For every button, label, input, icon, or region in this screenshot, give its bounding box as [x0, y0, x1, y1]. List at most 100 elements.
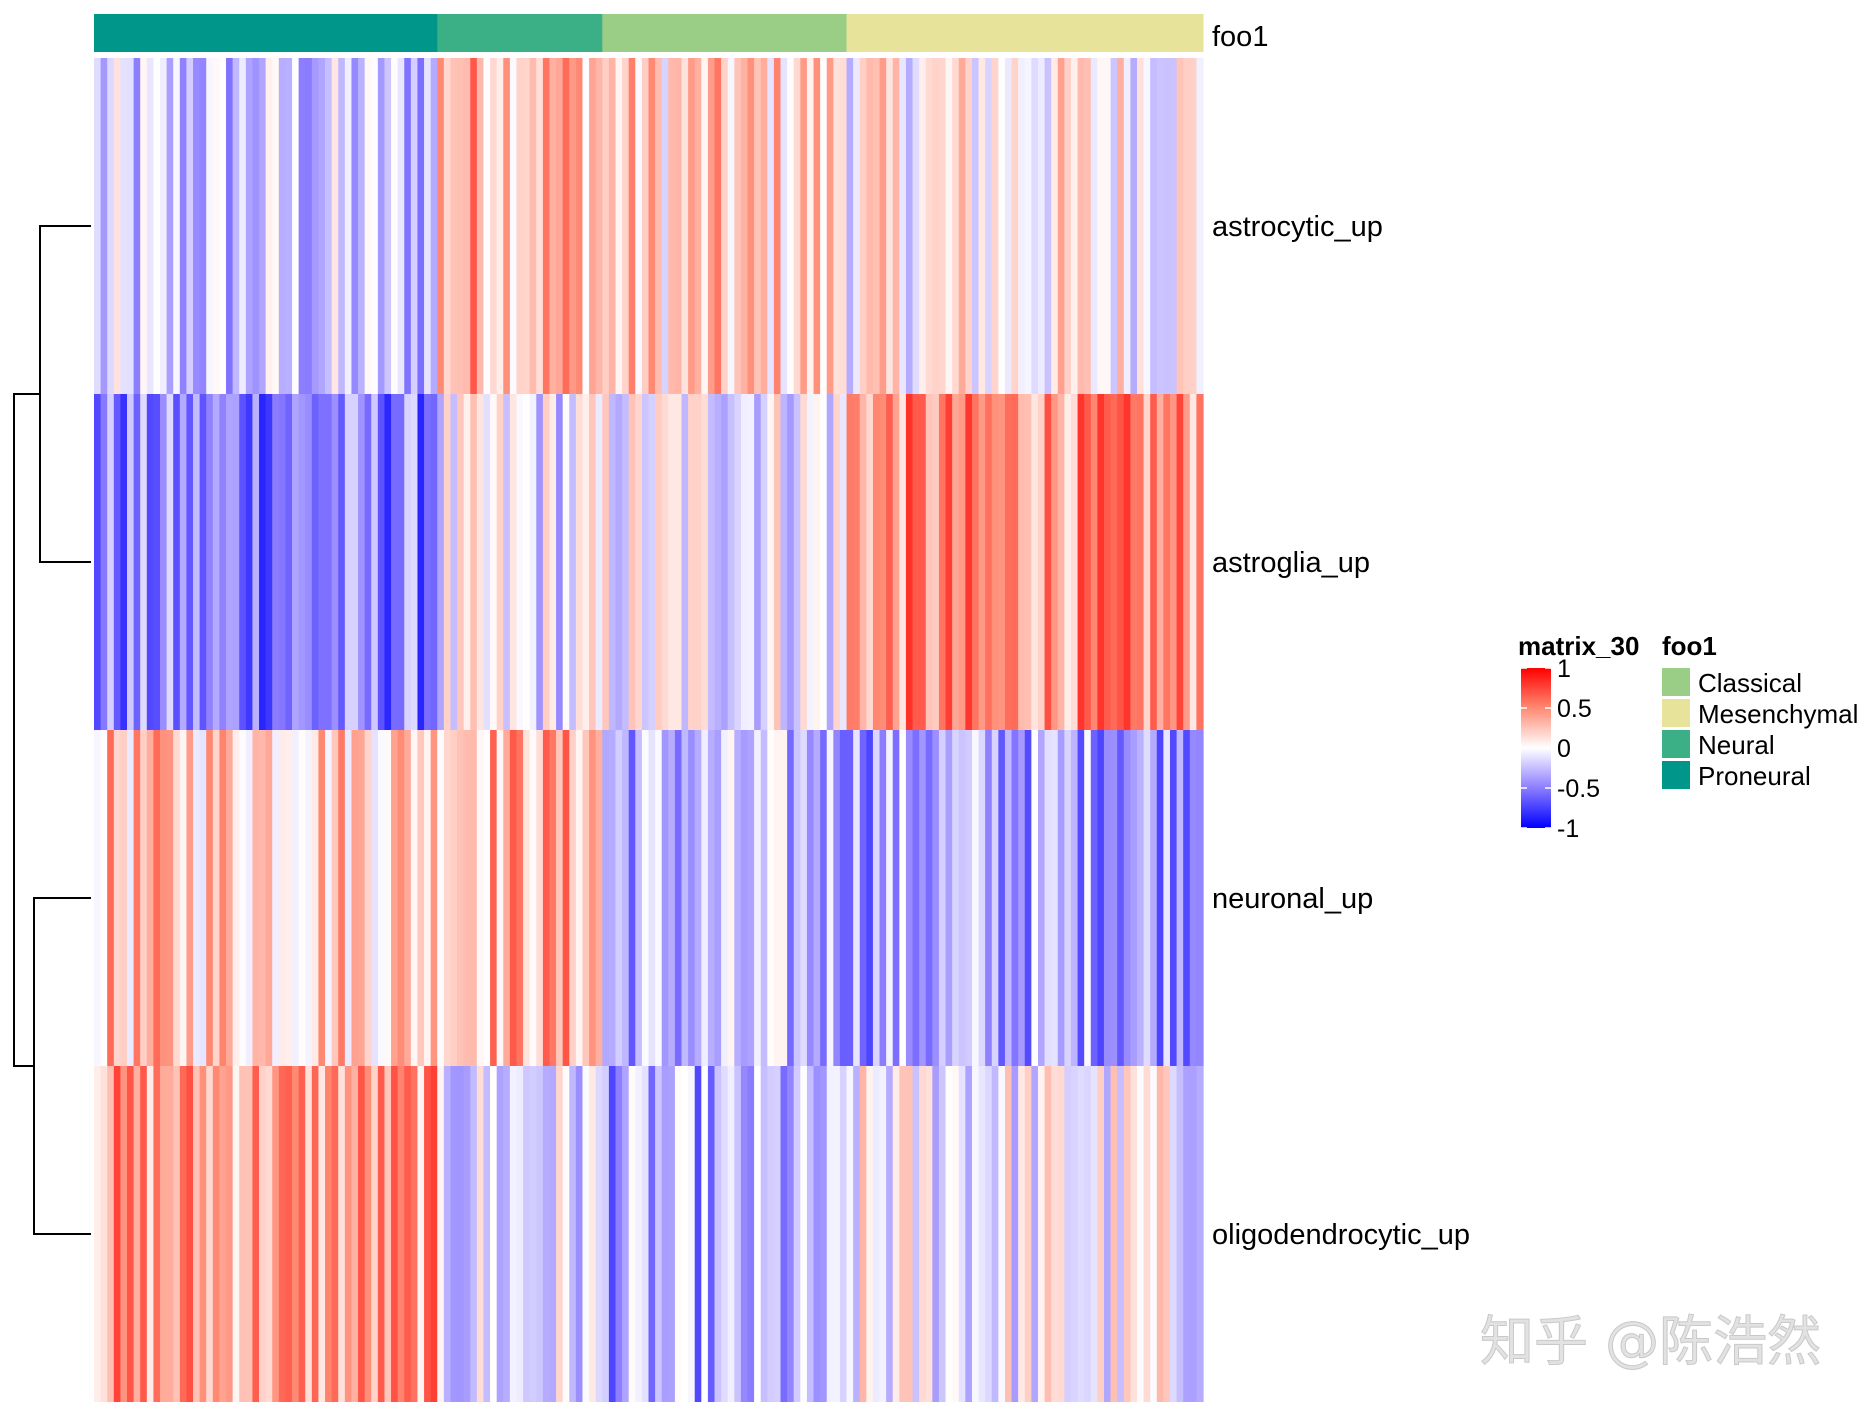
heatmap-cell: [536, 730, 544, 1066]
heatmap-cell: [1176, 1066, 1184, 1402]
heatmap-cell: [549, 58, 557, 394]
heatmap-cell: [503, 730, 511, 1066]
heatmap-cell: [740, 394, 749, 730]
heatmap-cell: [556, 394, 564, 730]
color-legend-title: matrix_30: [1518, 631, 1639, 661]
heatmap-cell: [998, 730, 1006, 1066]
heatmap-cell: [846, 58, 854, 394]
heatmap-cell: [952, 58, 960, 394]
heatmap-cell: [153, 1066, 161, 1402]
heatmap-cell: [694, 1066, 702, 1402]
heatmap-cell: [331, 58, 339, 394]
heatmap-cell: [232, 1066, 240, 1402]
heatmap-cell: [932, 730, 940, 1066]
heatmap-cell: [998, 58, 1006, 394]
heatmap-cell: [701, 730, 709, 1066]
heatmap-cell: [424, 1066, 432, 1402]
heatmap-cell: [556, 58, 564, 394]
heatmap-cell: [443, 394, 452, 730]
heatmap-cell: [767, 394, 775, 730]
heatmap-cell: [1163, 394, 1171, 730]
heatmap-cell: [760, 58, 768, 394]
heatmap-cell: [780, 730, 788, 1066]
heatmap-cell: [166, 58, 174, 394]
heatmap-cell: [239, 1066, 247, 1402]
heatmap-cell: [463, 58, 471, 394]
heatmap-cell: [1183, 394, 1191, 730]
heatmap-cell: [971, 1066, 980, 1402]
heatmap-cell: [721, 58, 729, 394]
heatmap-cell: [1031, 730, 1039, 1066]
heatmap-cell: [265, 1066, 273, 1402]
heatmap-cell: [608, 1066, 617, 1402]
heatmap-cell: [410, 58, 419, 394]
heatmap-cell: [668, 58, 676, 394]
heatmap-cell: [582, 394, 590, 730]
heatmap-cell: [1070, 58, 1079, 394]
heatmap-cell: [113, 394, 121, 730]
heatmap-cell: [232, 730, 240, 1066]
heatmap-cell: [1169, 1066, 1178, 1402]
heatmap-cell: [925, 58, 933, 394]
heatmap-cell: [932, 394, 940, 730]
heatmap-cell: [496, 394, 504, 730]
heatmap-cell: [945, 1066, 953, 1402]
heatmap-cell: [206, 730, 214, 1066]
heatmap-cell: [787, 1066, 795, 1402]
heatmap-cell: [556, 730, 564, 1066]
heatmap-cell: [879, 730, 887, 1066]
heatmap-cell: [839, 1066, 848, 1402]
heatmap-cell: [450, 1066, 458, 1402]
heatmap-cell: [120, 394, 128, 730]
heatmap-cell: [391, 58, 399, 394]
heatmap-cell: [338, 58, 346, 394]
heatmap-cell: [364, 1066, 372, 1402]
heatmap-cell: [549, 1066, 557, 1402]
heatmap-cell: [985, 58, 993, 394]
heatmap-cell: [773, 730, 782, 1066]
color-scale-tick-label: -1: [1557, 815, 1579, 843]
heatmap-cell: [371, 58, 379, 394]
heatmap-cell: [364, 58, 372, 394]
heatmap-cell: [1189, 730, 1197, 1066]
heatmap-cell: [344, 1066, 353, 1402]
heatmap-cell: [635, 58, 643, 394]
heatmap-cell: [615, 1066, 623, 1402]
heatmap-cell: [635, 394, 643, 730]
heatmap-cell: [622, 394, 630, 730]
heatmap-cell: [351, 58, 359, 394]
heatmap-cell: [1130, 58, 1138, 394]
heatmap-cell: [536, 1066, 544, 1402]
heatmap-cell: [1044, 394, 1052, 730]
heatmap-cell: [747, 394, 755, 730]
heatmap-cell: [991, 1066, 999, 1402]
heatmap-cell: [509, 730, 518, 1066]
heatmap-cell: [107, 730, 115, 1066]
heatmap-cell: [193, 58, 201, 394]
heatmap-cell: [338, 1066, 346, 1402]
heatmap-cell: [311, 730, 320, 1066]
heatmap-cell: [602, 1066, 610, 1402]
heatmap-cell: [127, 394, 135, 730]
heatmap-cell: [120, 58, 128, 394]
heatmap-cell: [674, 1066, 683, 1402]
heatmap-cell: [173, 730, 181, 1066]
heatmap-cell: [219, 730, 227, 1066]
heatmap-cell: [1169, 58, 1178, 394]
heatmap-cell: [674, 58, 683, 394]
heatmap-cell: [397, 58, 405, 394]
heatmap-cell: [589, 1066, 597, 1402]
heatmap-cell: [179, 58, 188, 394]
heatmap-cell: [879, 394, 887, 730]
heatmap-cell: [562, 58, 570, 394]
color-scale-tick-label: 0: [1557, 735, 1571, 763]
heatmap-cell: [938, 394, 947, 730]
heatmap-cell: [397, 394, 405, 730]
heatmap-cell: [133, 730, 141, 1066]
heatmap-cell: [305, 1066, 313, 1402]
heatmap-cell: [734, 730, 742, 1066]
heatmap-cell: [905, 58, 914, 394]
heatmap-cell: [681, 394, 689, 730]
heatmap-cell: [292, 730, 300, 1066]
heatmap-cell: [1018, 730, 1026, 1066]
